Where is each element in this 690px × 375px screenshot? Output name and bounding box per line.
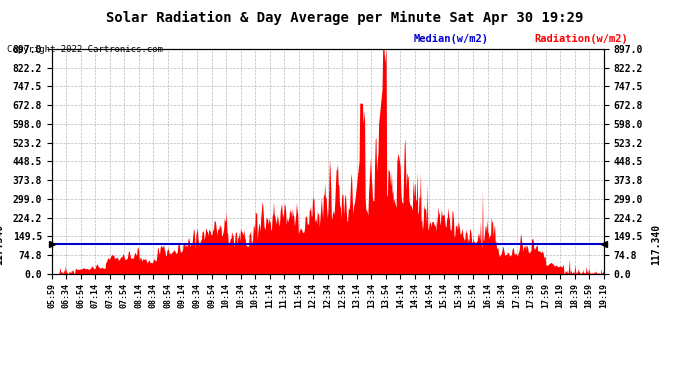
Text: Radiation(w/m2): Radiation(w/m2) [535,34,629,44]
Text: Median(w/m2): Median(w/m2) [414,34,489,44]
Text: Solar Radiation & Day Average per Minute Sat Apr 30 19:29: Solar Radiation & Day Average per Minute… [106,11,584,26]
Text: Copyright 2022 Cartronics.com: Copyright 2022 Cartronics.com [7,45,163,54]
Text: 117.340: 117.340 [651,224,662,265]
Text: 117.340: 117.340 [0,224,4,265]
